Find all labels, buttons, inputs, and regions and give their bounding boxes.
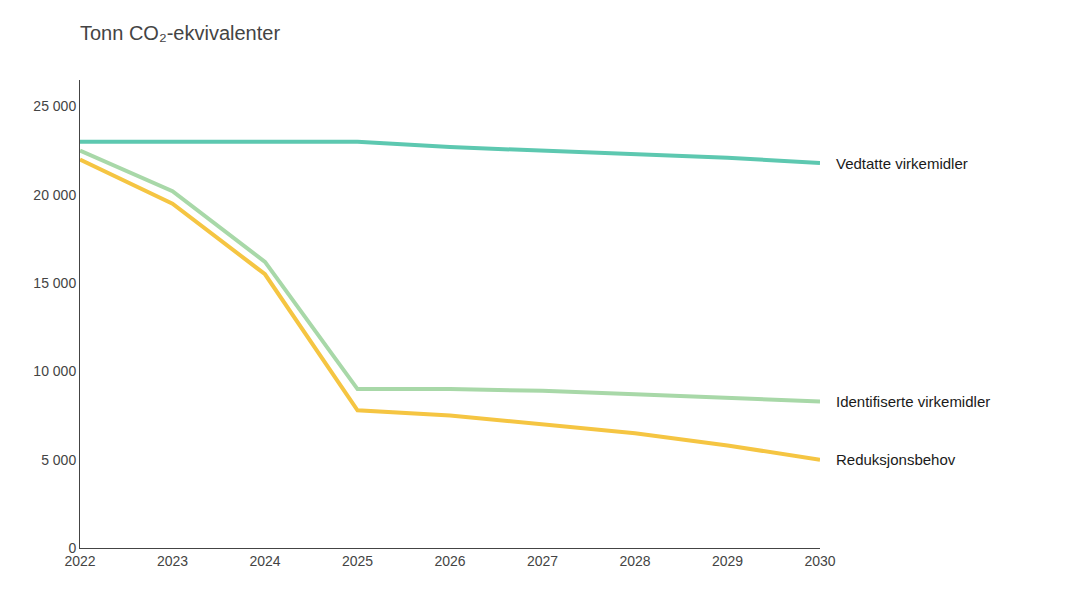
svg-text:2029: 2029 [712, 553, 743, 569]
svg-text:2024: 2024 [249, 553, 280, 569]
svg-text:Reduksjonsbehov: Reduksjonsbehov [836, 451, 956, 468]
svg-text:2023: 2023 [157, 553, 188, 569]
svg-text:Tonn CO₂-ekvivalenter: Tonn CO₂-ekvivalenter [80, 22, 280, 44]
svg-text:2025: 2025 [342, 553, 373, 569]
svg-text:2028: 2028 [619, 553, 650, 569]
svg-text:2030: 2030 [804, 553, 835, 569]
svg-text:5 000: 5 000 [41, 452, 76, 468]
svg-text:15 000: 15 000 [33, 275, 76, 291]
svg-text:Vedtatte virkemidler: Vedtatte virkemidler [836, 155, 968, 172]
svg-text:0: 0 [68, 540, 76, 556]
svg-text:10 000: 10 000 [33, 363, 76, 379]
svg-text:2026: 2026 [434, 553, 465, 569]
svg-text:Identifiserte virkemidler: Identifiserte virkemidler [836, 393, 990, 410]
svg-text:2027: 2027 [527, 553, 558, 569]
svg-text:25 000: 25 000 [33, 98, 76, 114]
svg-text:20 000: 20 000 [33, 187, 76, 203]
svg-text:2022: 2022 [64, 553, 95, 569]
